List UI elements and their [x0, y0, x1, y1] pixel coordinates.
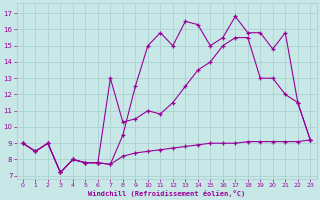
- X-axis label: Windchill (Refroidissement éolien,°C): Windchill (Refroidissement éolien,°C): [88, 190, 245, 197]
